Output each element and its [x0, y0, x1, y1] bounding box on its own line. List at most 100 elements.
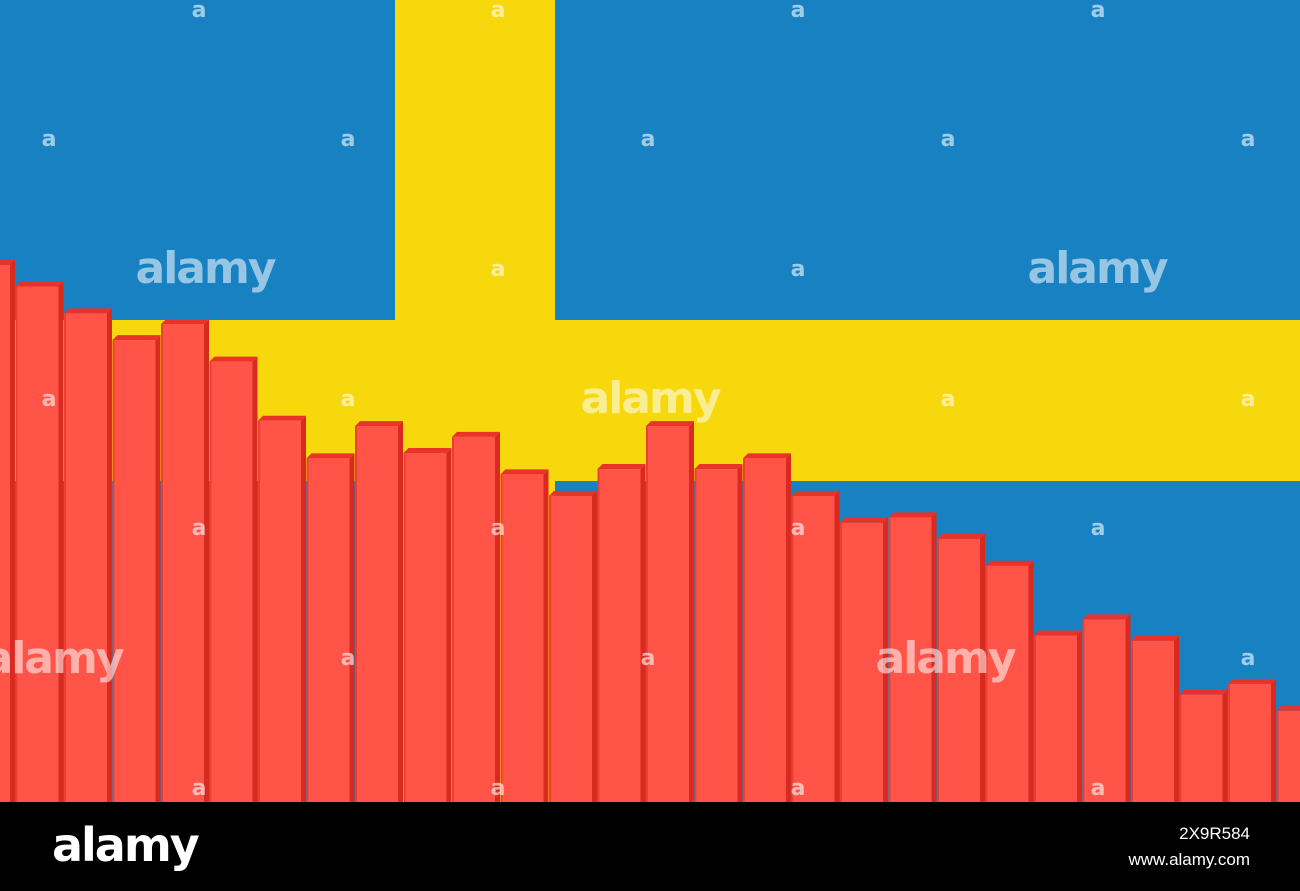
bar-top [1179, 689, 1228, 695]
bar-top [209, 356, 258, 362]
bar [1034, 630, 1082, 802]
bar-front [1131, 640, 1174, 802]
bar [64, 308, 112, 802]
bar-front [112, 340, 156, 802]
bar-edge [452, 436, 454, 802]
bar-front [985, 565, 1029, 802]
bar-edge [888, 517, 891, 802]
bar-top [161, 319, 209, 325]
bar [306, 453, 355, 802]
watermark-mark: a [791, 0, 806, 23]
bar-edge [597, 469, 600, 802]
bar-edge [112, 340, 115, 802]
watermark-mark: a [641, 646, 656, 671]
bar-edge [791, 495, 794, 802]
bar-top [1131, 635, 1179, 641]
bar-front [500, 474, 544, 802]
bar-edge [15, 286, 18, 802]
bar [597, 464, 646, 802]
bar-edge [840, 522, 842, 802]
bar-side [1222, 689, 1228, 802]
watermark-layer: alamy alamy alamy alamy alamy a a a a a a a a a a a a a a a… [0, 0, 1255, 801]
footer-logo: alamy [52, 818, 200, 872]
watermark-mark: a [341, 387, 356, 412]
bar [1276, 705, 1300, 802]
bar-top [306, 453, 355, 459]
watermark-mark: a [491, 776, 506, 801]
watermark-mark: a [941, 387, 956, 412]
bar-front [597, 469, 641, 802]
bar-edge [743, 458, 745, 802]
bar-edge [161, 324, 163, 802]
bar-front [258, 420, 301, 802]
bar-side [252, 356, 258, 802]
bar-side [1125, 614, 1131, 802]
bar-top [694, 464, 743, 470]
bar-top [646, 421, 694, 427]
bar-top [452, 431, 500, 437]
bar-side [834, 490, 840, 802]
image-id-label: 2X9R584 [1179, 824, 1250, 843]
bar-top [791, 490, 840, 496]
bar [15, 281, 64, 802]
bar [452, 431, 500, 802]
bar-front [161, 324, 204, 802]
bar-edge [258, 420, 260, 802]
bar [209, 356, 258, 802]
watermark-mark: a [1091, 516, 1106, 541]
bar-edge [937, 538, 939, 802]
bar-edge [64, 313, 66, 802]
watermark-mark: a [941, 127, 956, 152]
bar-top [403, 447, 452, 453]
bar [646, 421, 694, 802]
bar-edge [1228, 683, 1230, 802]
bar-side [543, 469, 549, 802]
bar [112, 335, 161, 802]
watermark-mark: a [791, 257, 806, 282]
bar-edge [1034, 635, 1036, 802]
bar-edge [355, 426, 357, 802]
site-url-label: www.alamy.com [1128, 850, 1250, 869]
bar-edge [500, 474, 503, 802]
bar-side [980, 533, 985, 802]
bar-side [1271, 678, 1276, 802]
bar [403, 447, 452, 802]
bar-side [689, 421, 694, 802]
bar [161, 319, 209, 802]
bar-front [1228, 683, 1271, 802]
bar [1131, 635, 1179, 802]
bar-top [1082, 614, 1131, 620]
bar [549, 490, 597, 802]
bar-side [640, 464, 646, 802]
bar-top [888, 512, 937, 518]
watermark-mark: a [192, 516, 207, 541]
bar [888, 512, 937, 802]
watermark-logo: alamy [581, 373, 721, 424]
bar-top [1034, 630, 1082, 636]
watermark-mark: a [1241, 387, 1256, 412]
bar-top [549, 490, 597, 496]
bar-edge [549, 495, 551, 802]
bar-top [1276, 705, 1300, 711]
bar-front [64, 313, 107, 802]
bar-front [694, 469, 738, 802]
watermark-logo: alamy [876, 633, 1016, 684]
watermark-mark: a [1241, 127, 1256, 152]
bar [355, 421, 403, 802]
bar [0, 260, 15, 802]
watermark-mark: a [42, 127, 57, 152]
bar-front [15, 286, 59, 802]
bar [694, 464, 743, 802]
bar-top [355, 421, 403, 427]
bar [1082, 614, 1131, 802]
bar-side [1077, 630, 1082, 802]
watermark-mark: a [192, 0, 207, 23]
bar-side [737, 464, 743, 802]
bar-top [985, 560, 1034, 566]
bar-top [743, 453, 791, 459]
watermark-mark: a [192, 776, 207, 801]
bar-side [495, 431, 500, 802]
watermark-mark: a [641, 127, 656, 152]
bar-front [888, 517, 932, 802]
bar-side [1174, 635, 1179, 802]
